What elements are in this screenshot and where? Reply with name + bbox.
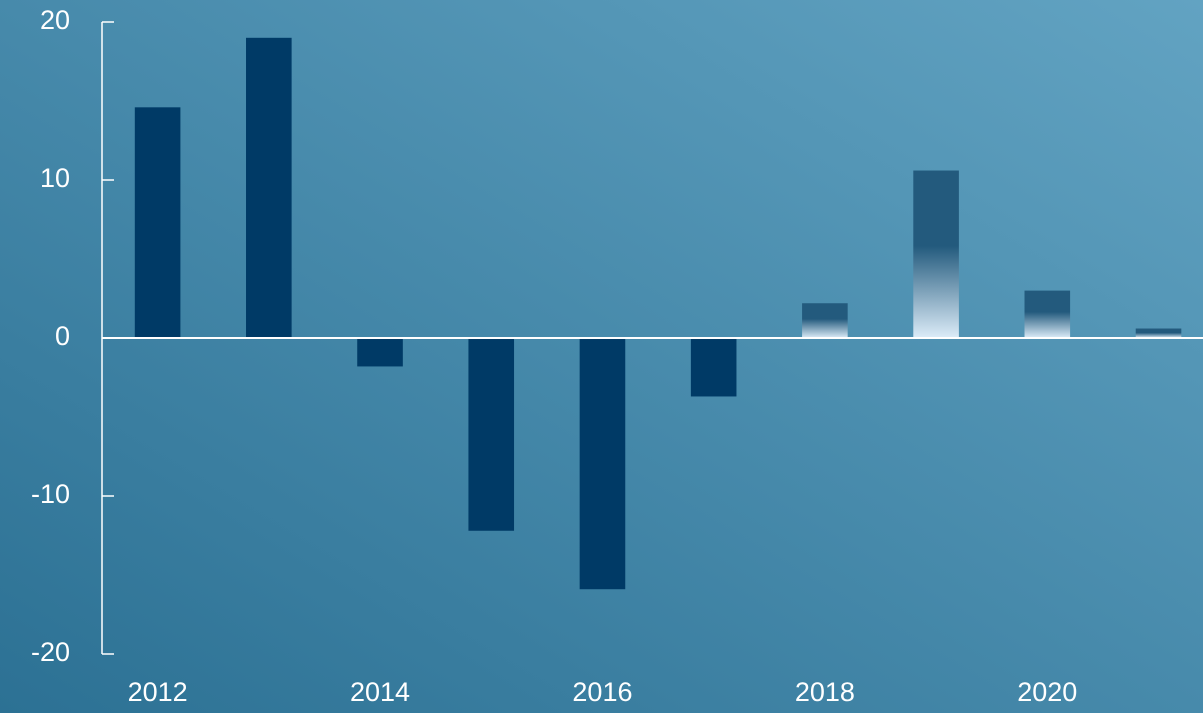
bar: [913, 170, 959, 338]
bar: [802, 303, 848, 338]
bar: [1135, 328, 1182, 338]
x-tick-label: 2016: [572, 677, 632, 707]
bar: [468, 338, 515, 531]
y-tick-label: 20: [40, 5, 70, 35]
y-tick-label: -10: [31, 479, 70, 509]
bar: [690, 338, 737, 397]
bar: [1024, 290, 1071, 338]
y-tick-label: -20: [31, 637, 70, 667]
x-tick-label: 2014: [350, 677, 410, 707]
bar: [579, 338, 626, 590]
x-tick-label: 2018: [795, 677, 855, 707]
bar: [357, 338, 403, 367]
y-tick-label: 0: [55, 321, 70, 351]
bar: [134, 107, 181, 338]
x-tick-label: 2012: [128, 677, 188, 707]
y-tick-label: 10: [40, 163, 70, 193]
bar: [246, 37, 292, 339]
x-tick-label: 2020: [1017, 677, 1077, 707]
